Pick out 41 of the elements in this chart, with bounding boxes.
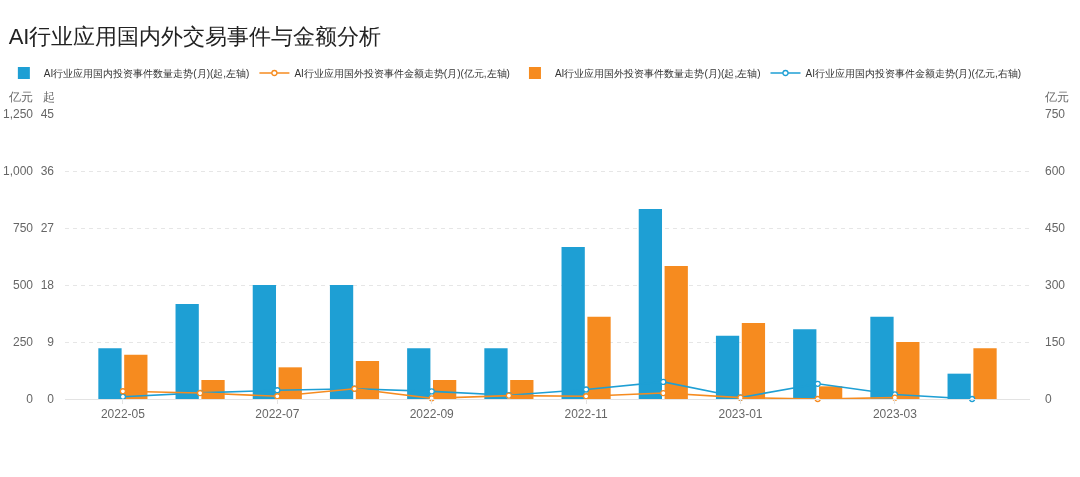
y-tick-label: 0 — [47, 392, 55, 407]
x-tick-label: 2022-07 — [255, 407, 300, 422]
point — [428, 388, 435, 395]
y2-tick-label: 600 — [1045, 164, 1066, 179]
y-tick-label: 9 — [47, 335, 55, 350]
y2-tick-label: 750 — [1045, 107, 1066, 122]
bar — [896, 342, 920, 399]
legend-label: AI行业应用国外投资事件数量走势(月)(起,左轴) — [554, 67, 761, 79]
point — [274, 387, 281, 394]
y3-tick-label: 500 — [12, 278, 34, 293]
chart-title: AI行业应用国内外交易事件与金额分析 — [8, 23, 382, 49]
point — [814, 380, 821, 387]
y2-tick-label: 0 — [1045, 392, 1052, 407]
y-tick-label: 45 — [40, 107, 55, 122]
y3-tick-label: 750 — [12, 221, 34, 236]
y-tick-label: 27 — [40, 221, 55, 236]
point — [660, 378, 667, 386]
x-tick-label: 2023-03 — [872, 407, 918, 422]
y-tick-label: 18 — [40, 278, 55, 293]
bar — [973, 348, 997, 399]
y2-tick-label: 300 — [1045, 278, 1066, 293]
x-tick-label: 2023-01 — [718, 407, 763, 422]
point — [660, 389, 667, 397]
x-tick-label: 2022-11 — [564, 407, 608, 422]
y3-tick-label: 1,000 — [2, 164, 34, 179]
y2-axis-title: 亿元 — [1044, 90, 1069, 104]
y2-tick-label: 150 — [1045, 335, 1066, 350]
y2-tick-label: 450 — [1045, 221, 1066, 236]
point — [274, 393, 281, 400]
x-tick-label: 2022-05 — [100, 407, 146, 422]
y3-tick-label: 250 — [12, 335, 34, 350]
legend-label: AI行业应用国内投资事件数量走势(月)(起,左轴) — [43, 67, 250, 79]
x-tick-label: 2022-09 — [409, 407, 455, 422]
y-axis-title: 起 — [43, 90, 55, 104]
bar — [98, 348, 122, 399]
y-tick-label: 36 — [40, 164, 55, 179]
y3-tick-label: 1,250 — [2, 107, 34, 122]
legend-label: AI行业应用国外投资事件金额走势(月)(亿元,左轴) — [294, 67, 510, 79]
legend-label: AI行业应用国内投资事件金额走势(月)(亿元,右轴) — [805, 67, 1022, 79]
y3-tick-label: 0 — [26, 392, 34, 407]
y3-axis-title: 亿元 — [8, 90, 33, 104]
